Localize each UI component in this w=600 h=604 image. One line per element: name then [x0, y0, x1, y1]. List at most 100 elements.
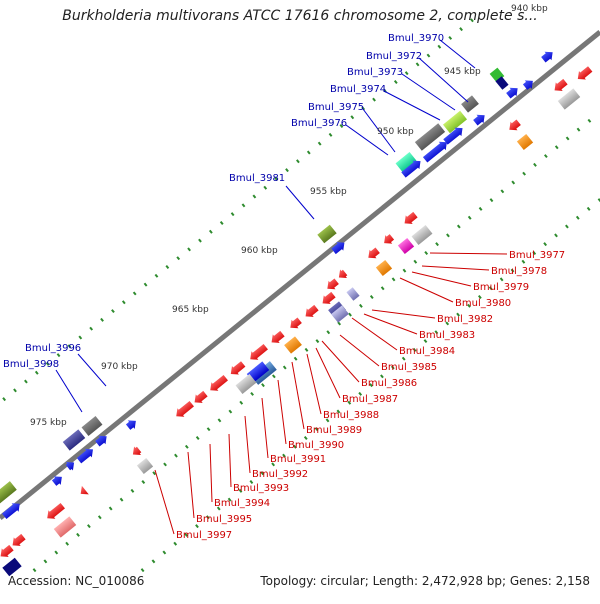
gene-glyph	[577, 66, 593, 80]
gene-body	[284, 336, 302, 354]
tick-dot	[24, 379, 28, 384]
tick-dot	[176, 256, 181, 261]
tick-dot	[522, 171, 526, 176]
gene-glyph	[331, 242, 345, 255]
gene-label[interactable]: Bmul_3993	[233, 483, 289, 494]
gene-label[interactable]: Bmul_3992	[252, 469, 308, 480]
gene-label[interactable]: Bmul_3994	[214, 498, 270, 509]
gene-glyph	[338, 269, 348, 279]
tick-dot	[216, 506, 221, 511]
gene-glyph	[422, 141, 447, 163]
tick-dot	[67, 344, 72, 349]
leader-line	[209, 443, 213, 503]
gene-label[interactable]: Bmul_3995	[196, 514, 252, 525]
tick-dot	[230, 212, 235, 217]
leader-line	[244, 415, 251, 474]
gene-glyph	[375, 259, 393, 277]
gene-label[interactable]: Bmul_3978	[491, 266, 547, 277]
gene-body	[516, 133, 534, 151]
tick-dot	[111, 309, 115, 314]
tick-dot	[282, 453, 286, 458]
accession-text: Accession: NC_010086	[8, 574, 145, 588]
tick-dot	[195, 524, 199, 529]
gene-label[interactable]: Bmul_3987	[342, 394, 398, 405]
gene-glyph	[132, 446, 142, 456]
tick-dot	[208, 229, 213, 234]
gene-label[interactable]: Bmul_3986	[361, 378, 417, 389]
gene-body	[81, 416, 103, 436]
tick-dot	[390, 365, 395, 370]
gene-label[interactable]: Bmul_3996	[25, 343, 81, 354]
gene-glyph	[194, 390, 208, 403]
tick-dot	[261, 383, 265, 388]
tick-dot	[143, 282, 148, 287]
tick-dot	[54, 550, 59, 555]
gene-label[interactable]: Bmul_3989	[306, 425, 362, 436]
tick-dot	[314, 427, 319, 432]
gene-glyph	[290, 317, 302, 329]
kbp-tick-label: 975 kbp	[30, 418, 67, 428]
tick-dot	[350, 115, 355, 120]
leader-line	[77, 353, 107, 387]
gene-label[interactable]: Bmul_3981	[229, 173, 285, 184]
gene-glyph	[95, 435, 107, 447]
gene-label[interactable]: Bmul_3983	[419, 330, 475, 341]
gene-glyph	[397, 237, 415, 255]
gene-glyph	[346, 287, 360, 301]
leader-line	[228, 433, 232, 488]
gene-label[interactable]: Bmul_3985	[381, 362, 437, 373]
gene-label[interactable]: Bmul_3991	[270, 454, 326, 465]
tick-dot	[174, 453, 178, 458]
tick-dot	[361, 106, 366, 111]
plus-strand-labels: Bmul_3970 Bmul_3972 Bmul_3973 Bmul_3974 …	[3, 33, 444, 370]
gene-body	[397, 237, 415, 255]
tick-dot	[369, 295, 374, 300]
tick-dot	[510, 268, 515, 273]
gene-label[interactable]: Bmul_3990	[288, 440, 344, 451]
leader-line	[285, 185, 315, 220]
tick-dot	[533, 162, 537, 167]
gene-label[interactable]: Bmul_3977	[509, 250, 565, 261]
tick-dot	[306, 150, 311, 155]
gene-label[interactable]: Bmul_3988	[323, 410, 379, 421]
gene-label[interactable]: Bmul_3980	[455, 298, 511, 309]
leader-line	[315, 347, 341, 399]
tick-dot	[478, 206, 483, 211]
gene-body	[404, 211, 418, 224]
tick-dot	[249, 480, 254, 485]
tick-dot	[34, 370, 39, 375]
gene-glyph	[401, 160, 421, 178]
tick-dot	[412, 347, 417, 352]
tick-dot	[198, 238, 202, 243]
gene-label[interactable]: Bmul_3979	[473, 282, 529, 293]
gene-body	[271, 330, 285, 343]
tick-dot	[121, 300, 126, 305]
gene-label[interactable]: Bmul_3984	[399, 346, 455, 357]
tick-dot	[187, 247, 191, 252]
gene-label[interactable]: Bmul_3974	[330, 84, 386, 95]
gene-label[interactable]: Bmul_3976	[291, 118, 347, 129]
gene-glyph	[210, 374, 228, 391]
gene-label[interactable]: Bmul_3982	[437, 314, 493, 325]
gene-label[interactable]: Bmul_3998	[3, 359, 59, 370]
gene-label[interactable]: Bmul_3972	[366, 51, 422, 62]
gene-body	[557, 88, 581, 110]
gene-glyph	[235, 374, 257, 394]
leader-line	[55, 369, 83, 413]
tick-dot	[372, 97, 376, 102]
tick-dot	[13, 388, 17, 393]
gene-body	[235, 374, 257, 394]
gene-label[interactable]: Bmul_3970	[388, 33, 444, 44]
tick-dot	[423, 339, 428, 344]
tick-dot	[151, 559, 156, 564]
gene-body	[65, 461, 75, 471]
tick-dot	[250, 391, 254, 396]
tick-dot	[206, 427, 211, 432]
gene-glyph	[47, 502, 65, 519]
tick-dot	[437, 44, 442, 49]
gene-label[interactable]: Bmul_3997	[176, 530, 232, 541]
gene-label[interactable]: Bmul_3973	[347, 67, 403, 78]
tick-dot	[402, 268, 407, 273]
gene-label[interactable]: Bmul_3975	[308, 102, 364, 113]
leader-line	[371, 309, 436, 319]
